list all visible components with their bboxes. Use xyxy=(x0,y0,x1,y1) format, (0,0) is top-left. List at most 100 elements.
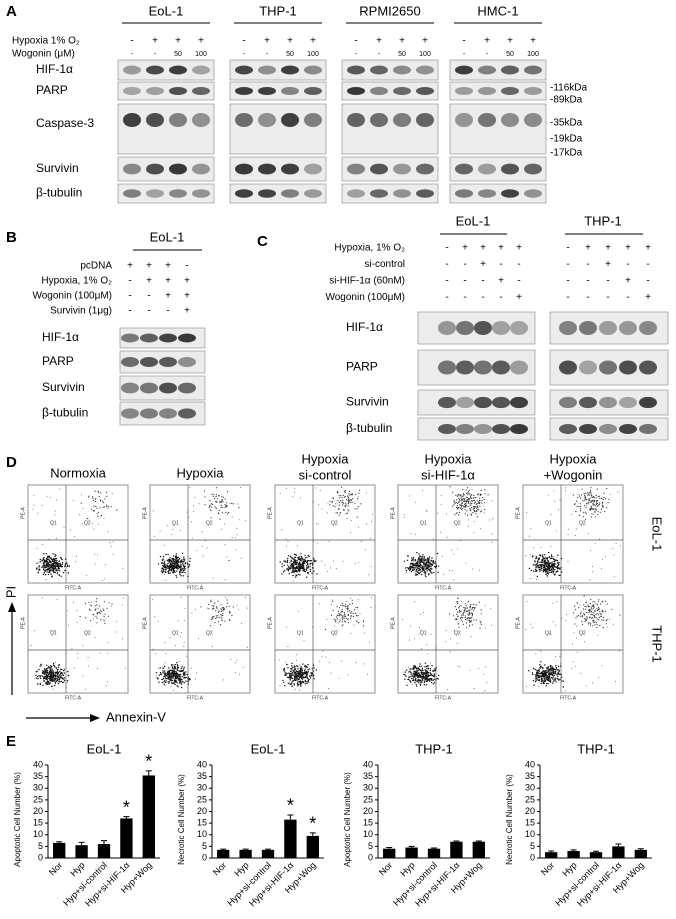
event-dot xyxy=(40,663,42,666)
event-dot xyxy=(581,620,583,623)
event-dot xyxy=(546,678,548,681)
event-dot xyxy=(529,554,531,556)
band xyxy=(304,113,322,127)
event-dot xyxy=(547,572,549,574)
event-dot xyxy=(345,499,348,501)
event-dot xyxy=(491,500,493,502)
event-dot xyxy=(302,558,304,560)
event-dot xyxy=(350,632,352,634)
event-dot xyxy=(539,667,541,669)
event-dot xyxy=(98,496,100,498)
event-dot xyxy=(222,610,224,612)
event-dot xyxy=(538,669,540,671)
event-dot xyxy=(226,602,229,604)
event-dot xyxy=(435,647,437,649)
event-dot xyxy=(415,565,417,567)
event-dot xyxy=(341,496,343,499)
blot xyxy=(229,59,327,81)
band xyxy=(639,360,657,375)
event-dot xyxy=(344,606,347,608)
event-dot xyxy=(598,616,601,619)
event-dot xyxy=(168,567,171,570)
event-dot xyxy=(106,495,108,497)
event-dot xyxy=(292,670,294,672)
event-dot xyxy=(547,559,549,562)
event-dot xyxy=(194,609,196,610)
event-dot xyxy=(354,502,356,504)
event-dot xyxy=(415,673,418,675)
event-dot xyxy=(162,558,164,560)
band xyxy=(559,396,577,409)
event-dot xyxy=(300,497,301,499)
event-dot xyxy=(332,498,334,500)
event-dot xyxy=(555,681,557,683)
band xyxy=(455,65,473,75)
sign: + xyxy=(376,36,382,47)
band xyxy=(281,86,299,96)
event-dot xyxy=(177,676,179,678)
event-dot xyxy=(577,497,579,499)
event-dot xyxy=(555,665,557,667)
event-dot xyxy=(369,537,371,539)
event-dot xyxy=(306,682,308,685)
event-dot xyxy=(423,557,425,559)
event-dot xyxy=(63,672,65,674)
event-dot xyxy=(599,511,601,513)
band xyxy=(121,408,139,419)
event-dot xyxy=(462,499,464,501)
event-dot xyxy=(604,510,606,513)
event-dot xyxy=(236,527,238,529)
band xyxy=(501,86,519,96)
event-dot xyxy=(173,563,176,566)
event-dot xyxy=(93,510,95,512)
event-dot xyxy=(287,667,289,669)
sign: + xyxy=(399,36,405,47)
event-dot xyxy=(66,565,69,567)
event-dot xyxy=(584,496,586,498)
event-dot xyxy=(107,507,109,509)
event-dot xyxy=(469,508,471,510)
event-dot xyxy=(157,677,159,680)
event-dot xyxy=(65,687,67,688)
event-dot xyxy=(183,559,185,562)
event-dot xyxy=(168,681,171,683)
event-dot xyxy=(174,557,177,559)
event-dot xyxy=(415,675,417,677)
event-dot xyxy=(580,672,582,674)
event-dot xyxy=(599,538,601,540)
event-dot xyxy=(180,632,182,634)
event-dot xyxy=(57,563,59,566)
error-bar xyxy=(475,840,482,842)
event-dot xyxy=(48,538,50,540)
bar xyxy=(306,835,319,858)
event-dot xyxy=(347,622,349,624)
event-dot xyxy=(552,676,555,678)
event-dot xyxy=(213,493,215,496)
event-dot xyxy=(415,573,418,576)
event-dot xyxy=(94,490,96,492)
event-dot xyxy=(430,559,432,562)
plot-axis-label: FITC-A xyxy=(560,695,577,701)
event-dot xyxy=(356,620,358,623)
event-dot xyxy=(551,672,553,674)
sign: - xyxy=(445,292,448,303)
event-dot xyxy=(596,502,599,505)
event-dot xyxy=(456,597,458,599)
event-dot xyxy=(584,620,586,623)
event-dot xyxy=(431,677,433,680)
event-dot xyxy=(372,513,374,515)
event-dot xyxy=(103,609,105,612)
event-dot xyxy=(350,499,352,501)
event-dot xyxy=(358,492,360,494)
event-dot xyxy=(96,604,98,606)
sign: - xyxy=(355,51,358,58)
event-dot xyxy=(93,528,95,530)
event-dot xyxy=(580,611,582,613)
event-dot xyxy=(457,507,459,510)
event-dot xyxy=(225,606,228,608)
event-dot xyxy=(427,568,429,570)
event-dot xyxy=(152,648,154,650)
bar xyxy=(589,852,603,858)
sign: 50 xyxy=(506,51,514,58)
event-dot xyxy=(357,615,359,617)
